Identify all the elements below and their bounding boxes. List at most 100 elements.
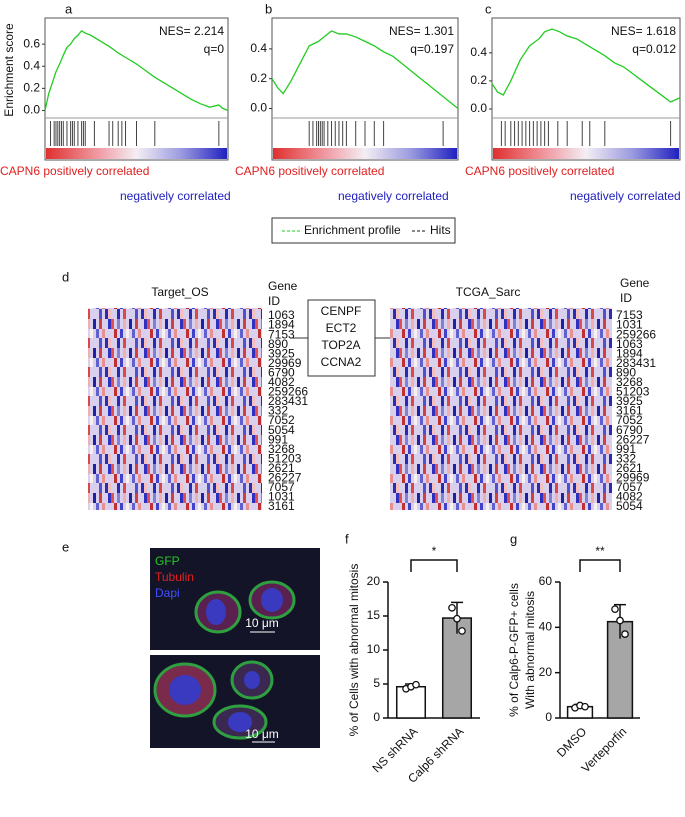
- gene-id: 1063: [268, 308, 295, 322]
- positive-label: CAPN6 positively correlated: [465, 164, 614, 178]
- gene-id: 2621: [616, 461, 643, 475]
- gene-id: 1894: [616, 346, 643, 360]
- y-tick-label: 0.2: [250, 71, 267, 85]
- boxed-gene: CENPF: [321, 304, 362, 318]
- gene-id: 1031: [268, 490, 295, 504]
- y-tick-label: 60: [539, 574, 553, 588]
- data-point: [412, 680, 420, 689]
- gene-id: 332: [616, 451, 636, 465]
- heatmap: [88, 308, 262, 510]
- y-tick-label: 20: [539, 665, 553, 679]
- gene-id: 4082: [616, 490, 643, 504]
- bar: [441, 617, 473, 719]
- y-tick-label: 0.4: [470, 45, 487, 59]
- gene-id: 3925: [616, 394, 643, 408]
- data-point: [611, 605, 619, 614]
- gene-id: 1063: [616, 337, 643, 351]
- gene-id: 991: [268, 432, 288, 446]
- heatmap-title: TCGA_Sarc: [456, 285, 521, 299]
- data-point: [581, 702, 589, 711]
- gene-id: 1031: [616, 318, 643, 332]
- negative-label: negatively correlated: [570, 189, 681, 203]
- boxed-gene: CCNA2: [321, 355, 362, 369]
- negative-label: negatively correlated: [338, 189, 449, 203]
- boxed-gene: TOP2A: [321, 338, 360, 352]
- y-tick-label: 15: [367, 608, 381, 622]
- legend-label: Enrichment profile: [304, 223, 401, 237]
- gene-id: 26227: [268, 471, 302, 485]
- gene-id: 7057: [616, 480, 643, 494]
- gene-id: 890: [268, 337, 288, 351]
- y-tick-label: 0: [545, 710, 552, 724]
- enrichment-line: [491, 28, 681, 103]
- data-point: [458, 627, 466, 635]
- significance: **: [595, 544, 605, 558]
- gene-id: 3161: [616, 404, 643, 418]
- gene-id: 1894: [268, 318, 295, 332]
- positive-label: CAPN6 positively correlated: [0, 164, 149, 178]
- gene-id: 991: [616, 442, 636, 456]
- gene-id: 3161: [268, 499, 295, 513]
- gene-id: 7153: [616, 308, 643, 322]
- panel-label: g: [510, 531, 517, 546]
- negative-label: negatively correlated: [120, 189, 231, 203]
- gene-id: 259266: [616, 327, 656, 341]
- nucleus: [261, 588, 283, 612]
- y-tick-label: 10: [367, 642, 381, 656]
- y-tick-label: 0.4: [23, 58, 40, 72]
- heatmap: [390, 308, 612, 510]
- bar: [395, 685, 427, 719]
- gene-id: 51203: [616, 385, 650, 399]
- annotation: NES= 1.301: [389, 24, 454, 38]
- y-tick-label: 0: [373, 710, 380, 724]
- gene-id: 7052: [268, 413, 295, 427]
- rank-bar: [273, 148, 457, 159]
- y-tick-label: 40: [539, 620, 553, 634]
- data-point: [453, 614, 461, 623]
- channel-label: Dapi: [155, 586, 180, 600]
- panel-label: e: [62, 539, 69, 554]
- nucleus: [206, 599, 226, 625]
- gene-id: 7153: [268, 327, 295, 341]
- gene-id-label: ID: [268, 294, 280, 308]
- plot-frame: [491, 17, 681, 161]
- annotation: q=0.197: [410, 42, 454, 56]
- data-point: [616, 616, 624, 625]
- scale-label: 10 μm: [245, 727, 279, 741]
- gene-id: 890: [616, 365, 636, 379]
- y-axis-label: With abnormal mitosis: [523, 591, 537, 709]
- y-tick-label: 5: [373, 676, 380, 690]
- annotation: NES= 2.214: [159, 24, 224, 38]
- gene-id: 6790: [268, 365, 295, 379]
- gene-id: 3268: [268, 442, 295, 456]
- gene-id: 332: [268, 404, 288, 418]
- boxed-gene: ECT2: [326, 321, 357, 335]
- annotation: NES= 1.618: [611, 24, 676, 38]
- gene-id: 51203: [268, 451, 302, 465]
- panel-label: f: [345, 531, 349, 546]
- panel-label: c: [485, 1, 492, 16]
- gene-id: 7057: [268, 480, 295, 494]
- enrichment-line: [44, 30, 229, 112]
- gene-id: 26227: [616, 432, 650, 446]
- gene-id: 3268: [616, 375, 643, 389]
- panel-label: a: [65, 1, 73, 16]
- gene-id: 4082: [268, 375, 295, 389]
- panel-label: b: [265, 1, 272, 16]
- y-tick-label: 0.2: [470, 73, 487, 87]
- nucleus: [169, 675, 201, 705]
- significance-bracket: [410, 559, 458, 572]
- y-tick-label: 0.2: [23, 81, 40, 95]
- data-point: [448, 603, 456, 612]
- gene-id: 283431: [616, 356, 656, 370]
- rank-bar: [493, 148, 679, 159]
- significance: *: [432, 544, 437, 558]
- gene-id: 29969: [268, 356, 302, 370]
- y-tick-label: 0.6: [23, 36, 40, 50]
- scale-label: 10 μm: [245, 616, 279, 630]
- y-tick-label: 0.0: [23, 103, 40, 117]
- annotation: q=0: [204, 42, 225, 56]
- y-tick-label: 0.0: [250, 101, 267, 115]
- gene-id: 6790: [616, 423, 643, 437]
